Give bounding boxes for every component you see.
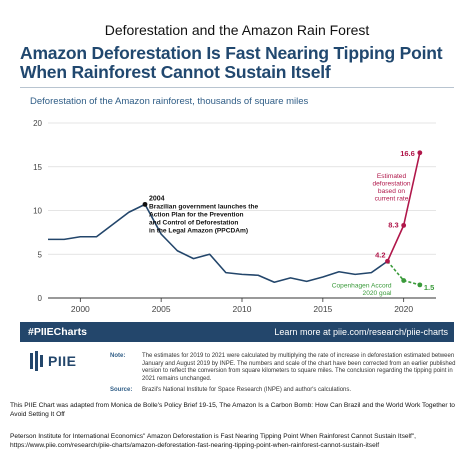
- image-caption-title: Deforestation and the Amazon Rain Forest: [104, 22, 370, 38]
- note-text: The estimates for 2019 to 2021 were calc…: [142, 353, 456, 382]
- source-label: Source:: [110, 387, 133, 393]
- x-tick-label: 2020: [394, 304, 413, 314]
- x-tick-label: 2010: [233, 304, 252, 314]
- y-tick-label: 20: [33, 119, 42, 128]
- x-tick-label: 2000: [71, 304, 90, 314]
- estimated-series-line: [386, 152, 421, 262]
- point-value-label: 16.6: [400, 149, 415, 158]
- chart-subtitle: Deforestation of the Amazon rainforest, …: [30, 96, 309, 107]
- y-tick-label: 15: [33, 163, 42, 172]
- estimated-series-label: based on: [378, 188, 405, 195]
- x-tick-label: 2005: [152, 304, 171, 314]
- source-text: Brazil's National Institute for Space Re…: [142, 387, 352, 393]
- headline-divider: [20, 87, 454, 88]
- accord-point: [417, 282, 423, 288]
- point-value-label: 4.2: [375, 250, 385, 259]
- estimated-series-label: deforestation: [372, 181, 410, 188]
- footer-band: [20, 322, 454, 342]
- citation-credit: Peterson Institute for International Eco…: [10, 433, 417, 449]
- estimated-point: [417, 150, 423, 156]
- accord-series-label: Copenhagen Accord: [332, 283, 392, 290]
- event-year-label: 2004: [149, 195, 165, 202]
- x-tick-label: 2015: [313, 304, 332, 314]
- accord-series-label: 2020 goal: [363, 290, 393, 297]
- event-description-line: and Control of Deforestation: [149, 219, 238, 226]
- y-tick-label: 0: [38, 294, 43, 303]
- piie-logo: PIIE: [30, 347, 110, 375]
- estimated-point: [385, 258, 390, 264]
- point-value-label: 8.3: [388, 220, 398, 229]
- adaptation-credit: This PIIE Chart was adapted from Monica …: [10, 402, 455, 418]
- estimated-series-label: current rate: [375, 196, 409, 203]
- historical-series-line: [48, 203, 388, 284]
- learn-more-link[interactable]: Learn more at piie.com/research/piie-cha…: [274, 327, 448, 337]
- chart-headline: Amazon Deforestation Is Fast Nearing Tip…: [20, 43, 443, 82]
- point-value-label: 1.5: [424, 283, 434, 292]
- deforestation-line-chart: 0 5 10 15 20 2000 2005 2010 2015 2020 4.2 8.3 16.6 1.…: [33, 119, 436, 314]
- piie-charts-hashtag: #PIIECharts: [28, 326, 87, 338]
- piie-logo-icon: [30, 351, 43, 371]
- piie-logo-text: PIIE: [48, 353, 77, 369]
- accord-point: [401, 278, 407, 283]
- estimated-point: [401, 222, 407, 228]
- estimated-series-label: Estimated: [377, 173, 407, 180]
- y-tick-label: 10: [33, 207, 42, 216]
- event-description-line: Action Plan for the Prevention: [149, 211, 244, 218]
- event-point-2004: [142, 201, 148, 207]
- note-label: Note:: [110, 353, 126, 359]
- event-description-line: in the Legal Amazon (PPCDAm): [149, 227, 248, 234]
- event-description-line: Brazilian government launches the: [149, 203, 259, 210]
- y-tick-label: 5: [38, 250, 43, 259]
